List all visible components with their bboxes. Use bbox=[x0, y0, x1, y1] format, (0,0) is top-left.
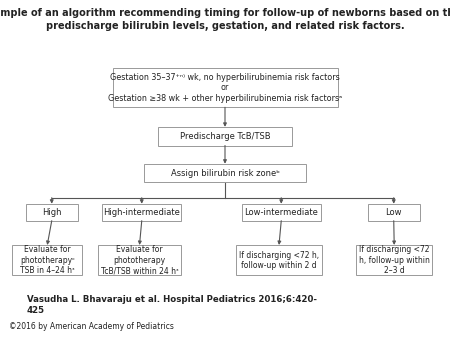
FancyBboxPatch shape bbox=[236, 245, 322, 275]
FancyBboxPatch shape bbox=[356, 245, 432, 275]
Text: Predischarge TcB/TSB: Predischarge TcB/TSB bbox=[180, 132, 270, 141]
Text: High-intermediate: High-intermediate bbox=[104, 208, 180, 217]
FancyBboxPatch shape bbox=[368, 204, 419, 221]
Text: Evaluate for
phototherapy
TcB/TSB within 24 hᶟ: Evaluate for phototherapy TcB/TSB within… bbox=[101, 245, 178, 275]
FancyBboxPatch shape bbox=[12, 245, 82, 275]
Text: If discharging <72
h, follow-up within
2–3 d: If discharging <72 h, follow-up within 2… bbox=[359, 245, 430, 275]
Text: Low: Low bbox=[386, 208, 402, 217]
Text: ©2016 by American Academy of Pediatrics: ©2016 by American Academy of Pediatrics bbox=[9, 322, 174, 331]
Text: Low-intermediate: Low-intermediate bbox=[244, 208, 318, 217]
Text: Vasudha L. Bhavaraju et al. Hospital Pediatrics 2016;6:420-
425: Vasudha L. Bhavaraju et al. Hospital Ped… bbox=[27, 295, 317, 315]
Text: Example of an algorithm recommending timing for follow-up of newborns based on t: Example of an algorithm recommending tim… bbox=[0, 8, 450, 31]
Text: Evaluate for
phototherapyᶜ
TSB in 4–24 hᶟ: Evaluate for phototherapyᶜ TSB in 4–24 h… bbox=[20, 245, 75, 275]
Text: Assign bilirubin risk zoneᵇ: Assign bilirubin risk zoneᵇ bbox=[171, 169, 279, 177]
FancyBboxPatch shape bbox=[112, 68, 338, 107]
FancyBboxPatch shape bbox=[26, 204, 77, 221]
FancyBboxPatch shape bbox=[242, 204, 320, 221]
FancyBboxPatch shape bbox=[98, 245, 181, 275]
Text: Gestation 35–37⁺ⁿ⁾ wk, no hyperbilirubinemia risk factors
or
Gestation ≥38 wk + : Gestation 35–37⁺ⁿ⁾ wk, no hyperbilirubin… bbox=[108, 73, 342, 103]
FancyBboxPatch shape bbox=[158, 127, 292, 145]
FancyBboxPatch shape bbox=[103, 204, 181, 221]
FancyBboxPatch shape bbox=[144, 164, 306, 183]
Text: If discharging <72 h,
follow-up within 2 d: If discharging <72 h, follow-up within 2… bbox=[239, 250, 319, 270]
Text: High: High bbox=[42, 208, 62, 217]
